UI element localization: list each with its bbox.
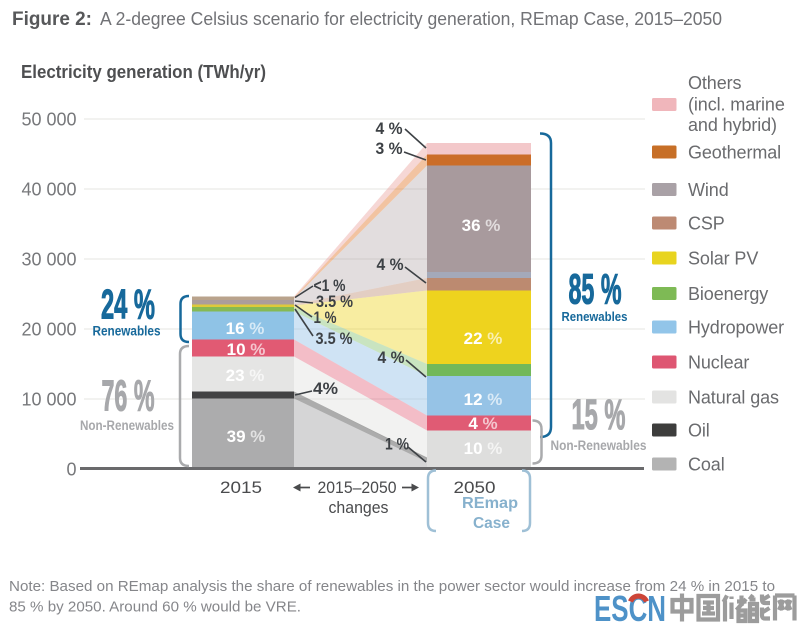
svg-text:3 %: 3 %: [376, 140, 403, 158]
svg-text:4 %: 4 %: [468, 414, 497, 433]
svg-text:24 %: 24 %: [101, 281, 155, 328]
svg-text:Note: Based on REmap analysis: Note: Based on REmap analysis the share …: [9, 579, 775, 595]
svg-text:30 000: 30 000: [21, 250, 76, 270]
svg-text:20 000: 20 000: [21, 320, 76, 340]
svg-text:Renewables: Renewables: [93, 324, 161, 339]
svg-text:2015: 2015: [220, 478, 262, 497]
svg-text:Wind: Wind: [688, 180, 729, 200]
svg-text:CSP: CSP: [688, 214, 725, 234]
svg-text:ESCN: ESCN: [594, 588, 666, 629]
svg-text:Figure 2:: Figure 2:: [12, 9, 92, 30]
svg-text:and hybrid): and hybrid): [688, 115, 777, 135]
svg-text:REmap: REmap: [462, 495, 518, 512]
svg-text:10 %: 10 %: [464, 439, 503, 458]
svg-text:2050: 2050: [454, 478, 496, 497]
svg-text:<1 %: <1 %: [314, 277, 346, 295]
svg-text:changes: changes: [329, 498, 389, 517]
svg-text:16 %: 16 %: [226, 319, 265, 338]
svg-text:4%: 4%: [313, 380, 338, 398]
svg-text:A 2-degree Celsius scenario fo: A 2-degree Celsius scenario for electric…: [100, 8, 722, 29]
svg-text:85 % by 2050. Around 60 % woul: 85 % by 2050. Around 60 % would be VRE.: [9, 600, 301, 616]
svg-text:Case: Case: [473, 515, 510, 532]
svg-text:Oil: Oil: [688, 421, 710, 441]
svg-text:15 %: 15 %: [572, 391, 626, 439]
svg-text:22 %: 22 %: [464, 329, 503, 348]
svg-text:Bioenergy: Bioenergy: [688, 284, 768, 304]
svg-text:Non-Renewables: Non-Renewables: [80, 418, 174, 433]
svg-text:Solar PV: Solar PV: [688, 249, 758, 269]
svg-text:36 %: 36 %: [462, 216, 501, 235]
svg-text:Others: Others: [688, 73, 742, 93]
svg-text:Coal: Coal: [688, 455, 725, 475]
svg-text:Non-Renewables: Non-Renewables: [551, 438, 647, 453]
svg-text:Geothermal: Geothermal: [688, 143, 781, 163]
svg-text:10 000: 10 000: [21, 390, 76, 410]
svg-text:23 %: 23 %: [226, 366, 265, 385]
svg-text:Hydropower: Hydropower: [688, 318, 784, 338]
svg-text:4 %: 4 %: [376, 120, 403, 138]
svg-text:3.5 %: 3.5 %: [316, 293, 353, 311]
svg-text:Natural gas: Natural gas: [688, 388, 779, 408]
svg-text:1 %: 1 %: [385, 436, 409, 454]
svg-text:12 %: 12 %: [464, 390, 503, 409]
svg-text:1 %: 1 %: [314, 309, 337, 327]
svg-text:4 %: 4 %: [377, 256, 404, 274]
svg-text:39 %: 39 %: [227, 427, 266, 446]
svg-text:85 %: 85 %: [569, 266, 622, 314]
svg-text:76 %: 76 %: [102, 372, 155, 421]
svg-text:10 %: 10 %: [227, 340, 266, 359]
svg-text:(incl. marine: (incl. marine: [688, 95, 785, 115]
svg-text:2015–2050: 2015–2050: [318, 478, 397, 497]
svg-text:3.5 %: 3.5 %: [316, 330, 353, 348]
svg-text:40 000: 40 000: [21, 180, 76, 200]
svg-text:4 %: 4 %: [378, 349, 405, 367]
svg-text:Renewables: Renewables: [562, 309, 628, 324]
svg-text:0: 0: [66, 460, 76, 480]
svg-text:Nuclear: Nuclear: [688, 353, 749, 373]
svg-text:Electricity generation (TWh/yr: Electricity generation (TWh/yr): [21, 62, 266, 82]
svg-text:50 000: 50 000: [21, 110, 76, 130]
